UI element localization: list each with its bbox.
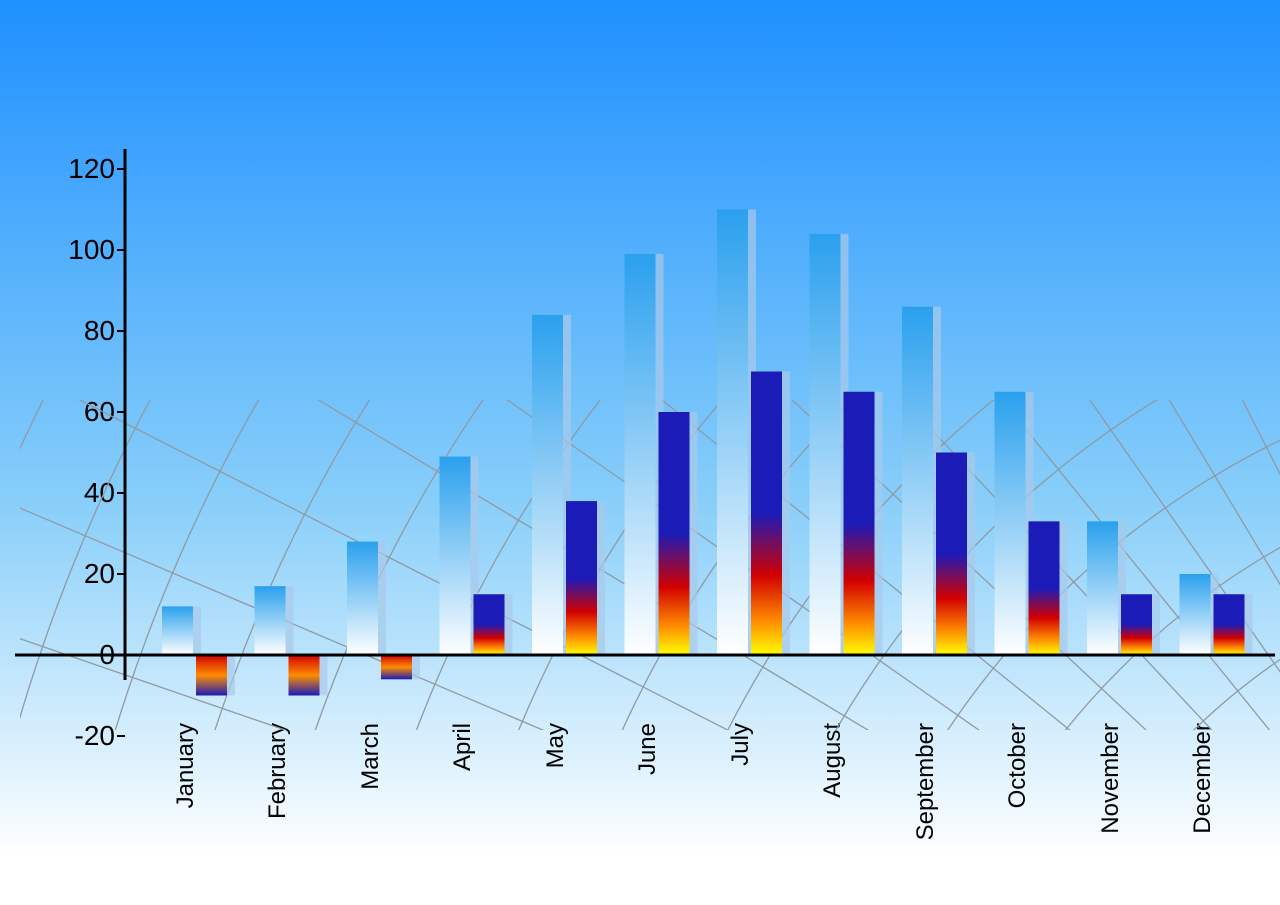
series2-bar	[474, 594, 505, 655]
series2-bar	[936, 453, 967, 656]
chart-stage: -20020406080100120 JanuaryFebruaryMarchA…	[0, 0, 1280, 905]
series1-bar	[625, 254, 656, 655]
series2-bar	[751, 372, 782, 656]
series1-bar	[1087, 521, 1118, 655]
series2-bar	[1214, 594, 1245, 655]
series1-bar	[902, 307, 933, 655]
series2-bar	[381, 655, 412, 679]
series2-bar	[659, 412, 690, 655]
series2-bar	[289, 655, 320, 696]
series1-bar	[995, 392, 1026, 655]
series2-bar	[1029, 521, 1060, 655]
series2-bar	[196, 655, 227, 696]
series1-bar	[162, 606, 193, 655]
series2-bar	[566, 501, 597, 655]
series1-bar	[255, 586, 286, 655]
series2-bar	[844, 392, 875, 655]
series2-bar	[1121, 594, 1152, 655]
monthly-bar-chart	[0, 0, 1280, 905]
series1-bar	[810, 234, 841, 655]
series1-bar	[532, 315, 563, 655]
series1-bar	[347, 542, 378, 655]
series1-bar	[1180, 574, 1211, 655]
series1-bar	[717, 210, 748, 656]
series1-bar	[440, 457, 471, 655]
